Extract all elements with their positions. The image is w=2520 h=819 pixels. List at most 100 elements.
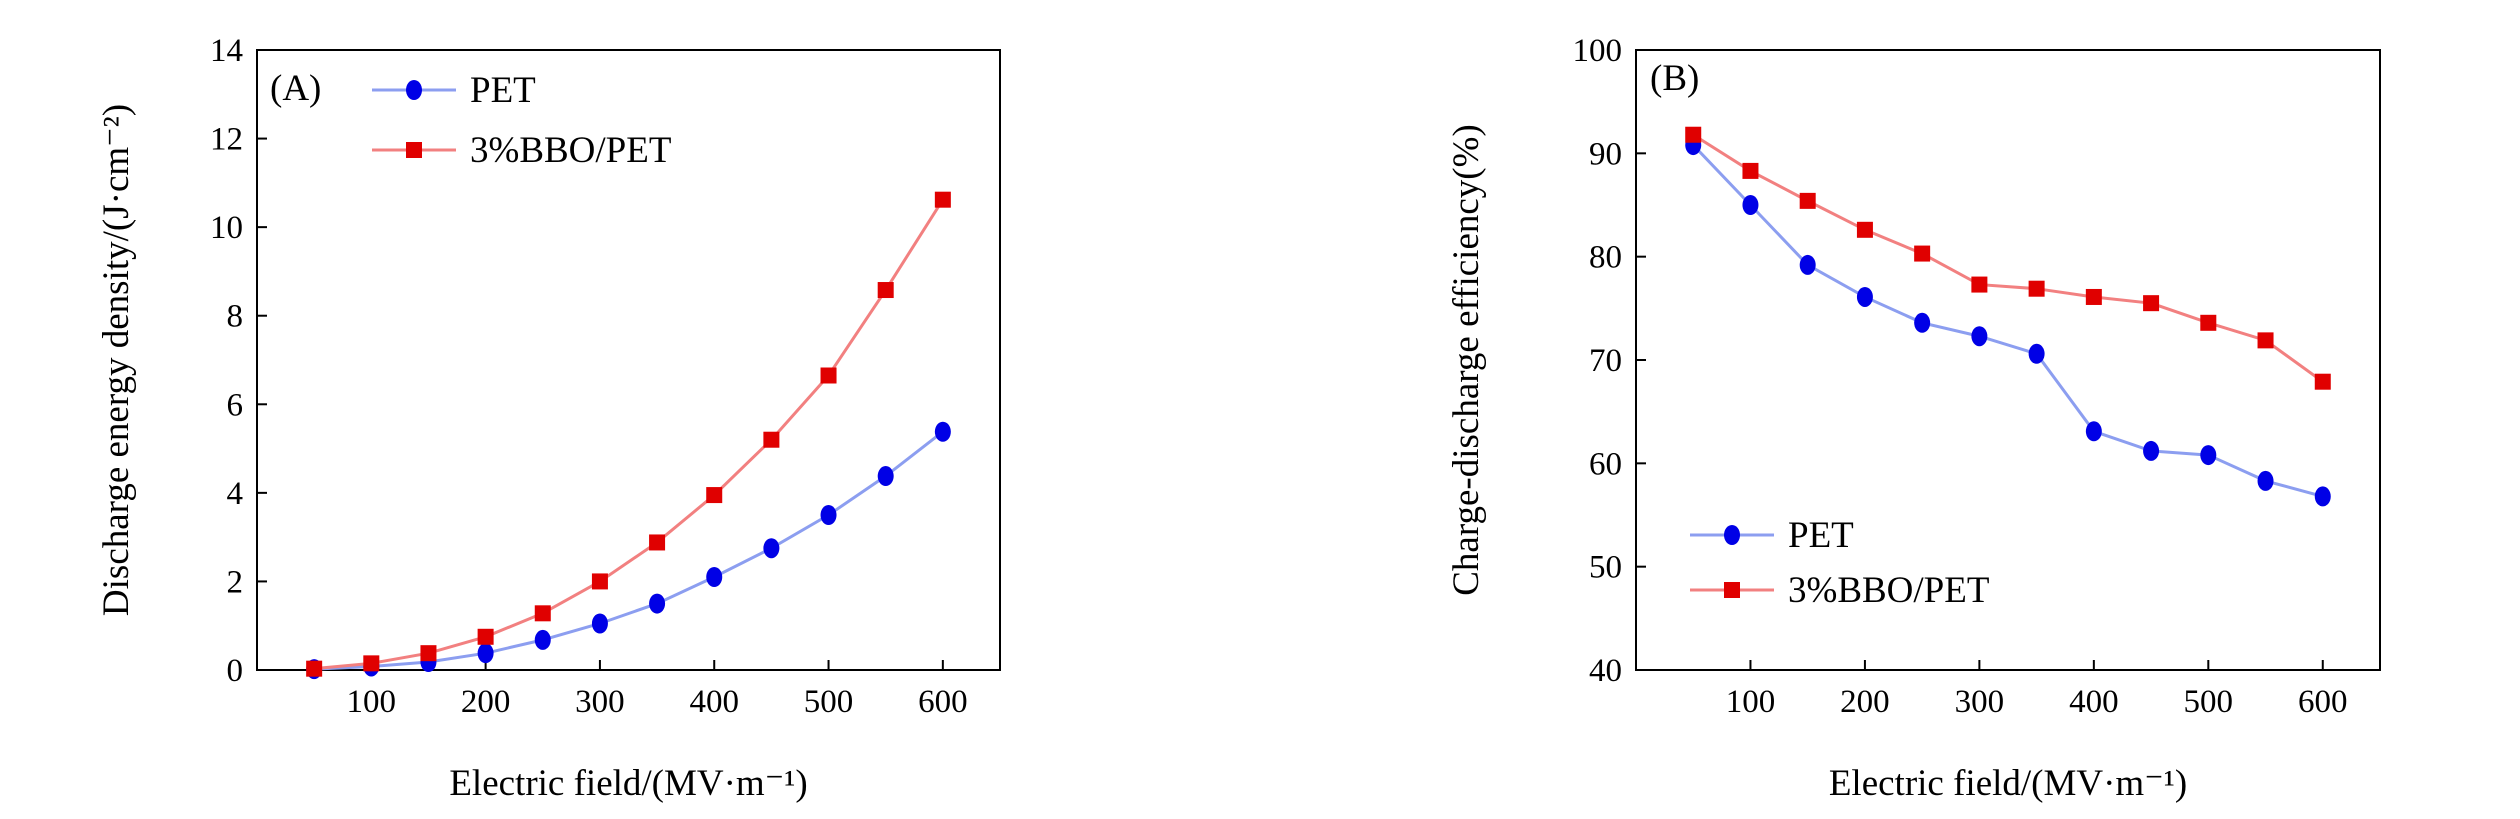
data-point-pet [820, 505, 837, 525]
data-point-pet [2085, 421, 2102, 442]
data-point-3pctbbo-pet [2143, 295, 2160, 312]
legend-item-3pctbbo-pet: 3%BBO/PET [372, 130, 671, 171]
data-point-pet [2257, 470, 2274, 491]
data-point-3pctbbo-pet [1742, 162, 1759, 179]
data-point-pet [591, 613, 608, 634]
y-tick-label: 14 [210, 33, 243, 69]
legend-label: 3%BBO/PET [1788, 570, 1989, 611]
legend-item-pet: PET [372, 70, 536, 111]
data-point-3pctbbo-pet [591, 573, 608, 590]
y-tick-label: 4 [227, 476, 244, 512]
y-tick-label: 8 [227, 299, 244, 335]
y-tick-label: 70 [1589, 343, 1622, 379]
x-axis-label: Electric field/(MV·m⁻¹) [449, 763, 807, 804]
x-tick-label: 400 [2069, 684, 2119, 720]
series-3pctbbo-pet [306, 191, 951, 677]
data-point-3pctbbo-pet [306, 660, 323, 677]
data-point-pet [763, 538, 780, 559]
data-point-pet [649, 593, 666, 614]
legend-label: PET [470, 70, 536, 111]
data-point-3pctbbo-pet [877, 282, 894, 299]
legend-swatch-marker [1724, 582, 1740, 598]
data-point-pet [2143, 440, 2160, 461]
data-point-3pctbbo-pet [2028, 280, 2045, 297]
data-point-pet [1971, 326, 1988, 347]
data-point-pet [2028, 343, 2045, 364]
series-line-pet [314, 430, 944, 671]
legend: PET 3%BBO/PET [372, 70, 671, 171]
data-point-3pctbbo-pet [1971, 276, 1988, 293]
data-point-3pctbbo-pet [477, 628, 494, 645]
chart-panel-a: 100 200 300 400 500 600 0 2 4 6 8 10 12 14 Electric fi… [96, 33, 1001, 804]
y-tick-label: 90 [1589, 136, 1622, 172]
data-point-3pctbbo-pet [706, 487, 723, 504]
x-tick-label: 200 [461, 684, 511, 720]
data-point-3pctbbo-pet [820, 367, 837, 384]
y-tick-label: 0 [227, 653, 244, 689]
data-point-3pctbbo-pet [649, 534, 666, 551]
legend-swatch-marker [1724, 525, 1740, 545]
plot-frame [1635, 49, 2381, 671]
data-point-3pctbbo-pet [2257, 332, 2274, 349]
x-axis-label: Electric field/(MV·m⁻¹) [1829, 763, 2187, 804]
data-point-3pctbbo-pet [934, 191, 951, 208]
y-axis-label: Discharge energy density/(J·cm⁻²) [96, 104, 137, 616]
data-point-pet [877, 466, 894, 487]
y-axis-label: Charge-discharge efficiency(%) [1446, 124, 1487, 596]
series-3pctbbo-pet [1685, 126, 2331, 390]
legend-item-3pctbbo-pet: 3%BBO/PET [1690, 570, 1989, 611]
legend: PET 3%BBO/PET [1690, 515, 1989, 611]
y-tick-label: 2 [227, 564, 244, 600]
data-point-3pctbbo-pet [2314, 373, 2331, 390]
data-point-pet [477, 643, 494, 664]
data-point-3pctbbo-pet [2085, 288, 2102, 305]
chart-panel-b: 100 200 300 400 500 600 40 50 60 70 80 90 100 Electri… [1446, 33, 2381, 804]
series-line-3pctbbo-pet [314, 198, 945, 671]
data-point-3pctbbo-pet [2200, 314, 2217, 331]
x-tick-label: 400 [689, 684, 739, 720]
series-pet [1685, 135, 2331, 507]
x-tick-label: 600 [918, 684, 968, 720]
y-tick-label: 80 [1589, 240, 1622, 276]
data-point-3pctbbo-pet [1799, 192, 1816, 209]
legend-swatch-marker [406, 142, 422, 158]
x-tick-label: 100 [1726, 684, 1776, 720]
data-point-pet [706, 567, 723, 587]
x-tick-label: 200 [1840, 684, 1890, 720]
data-point-3pctbbo-pet [420, 645, 437, 662]
x-tick-label: 500 [804, 684, 854, 720]
plot-frame [256, 49, 1001, 671]
x-tick-label: 100 [347, 684, 397, 720]
y-tick-label: 12 [210, 122, 243, 158]
x-tick-label: 600 [2298, 684, 2348, 720]
data-point-3pctbbo-pet [363, 655, 380, 672]
legend-label: 3%BBO/PET [470, 130, 671, 171]
y-tick-label: 10 [210, 210, 243, 246]
panel-tag: (B) [1650, 58, 1699, 99]
series-line-pet [1692, 144, 2324, 498]
y-tick-label: 50 [1589, 550, 1622, 586]
data-point-3pctbbo-pet [1685, 126, 1702, 143]
x-tick-label: 500 [2184, 684, 2234, 720]
data-point-3pctbbo-pet [534, 605, 551, 622]
data-point-pet [934, 421, 951, 442]
y-tick-label: 6 [227, 387, 244, 423]
data-point-pet [1742, 195, 1759, 215]
data-point-3pctbbo-pet [763, 431, 780, 448]
data-point-3pctbbo-pet [1914, 245, 1931, 262]
y-tick-label: 40 [1589, 653, 1622, 689]
panel-tag: (A) [270, 68, 321, 109]
data-point-pet [1856, 286, 1873, 307]
x-tick-label: 300 [575, 684, 625, 720]
series-line-3pctbbo-pet [1692, 133, 2324, 383]
legend-label: PET [1788, 515, 1854, 556]
data-point-pet [1799, 254, 1816, 275]
data-point-pet [534, 629, 551, 650]
series-pet [306, 421, 951, 680]
y-tick-label: 60 [1589, 446, 1622, 482]
data-point-pet [2314, 486, 2331, 507]
x-tick-label: 300 [1955, 684, 2005, 720]
data-point-pet [2200, 445, 2217, 466]
data-point-pet [1914, 312, 1931, 333]
